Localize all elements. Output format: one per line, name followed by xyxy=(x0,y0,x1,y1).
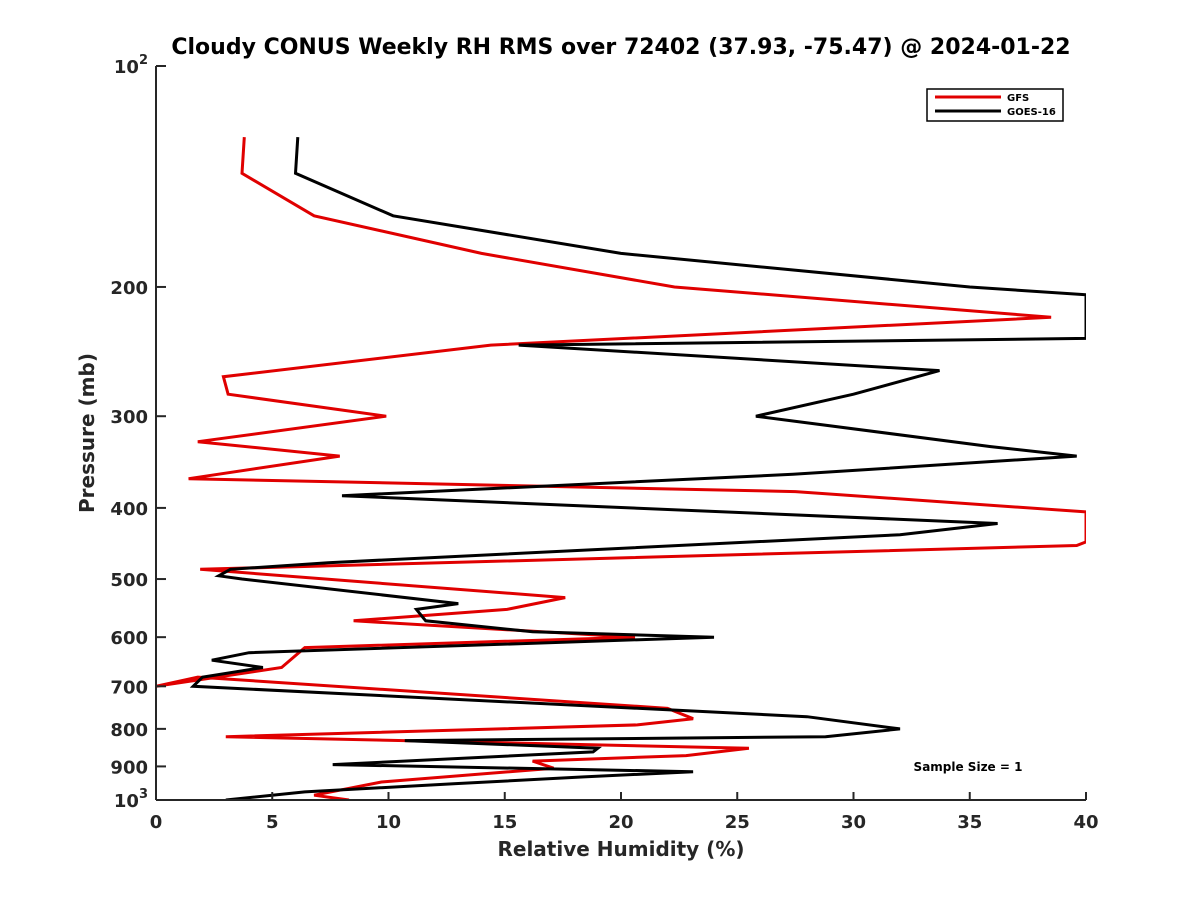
x-tick-label: 15 xyxy=(492,812,517,833)
y-tick-label: 900 xyxy=(110,757,148,778)
x-tick-label: 5 xyxy=(266,812,279,833)
x-tick-label: 40 xyxy=(1073,812,1098,833)
legend-box xyxy=(926,88,1064,122)
x-tick-label: 30 xyxy=(841,812,866,833)
y-axis-label-group: Pressure (mb) xyxy=(75,353,99,513)
x-tick-label: 20 xyxy=(608,812,633,833)
axes-layer: 0 5 10 15 20 25 30 35 40102200300400500600700800… xyxy=(110,53,1098,833)
series-line-gfs xyxy=(156,137,1086,800)
y-tick-base: 10 xyxy=(114,57,139,78)
x-tick-label: 25 xyxy=(725,812,750,833)
y-tick-label: 500 xyxy=(110,570,148,591)
y-tick-label: 200 xyxy=(110,278,148,299)
sample-size-annotation: Sample Size = 1 xyxy=(914,760,1023,774)
series-line-goes-16 xyxy=(189,137,1086,800)
y-tick-exponent: 2 xyxy=(139,53,148,68)
y-tick-exponent: 3 xyxy=(139,787,148,802)
y-tick-label: 600 xyxy=(110,628,148,649)
y-axis-label: Pressure (mb) xyxy=(75,353,99,513)
x-axis-label: Relative Humidity (%) xyxy=(497,837,744,861)
y-tick-label: 300 xyxy=(110,407,148,428)
x-tick-label: 0 xyxy=(150,812,163,833)
chart-title: Cloudy CONUS Weekly RH RMS over 72402 (3… xyxy=(171,35,1070,60)
legend: GFS GOES-16 xyxy=(926,88,1064,122)
legend-label: GOES-16 xyxy=(1007,107,1056,118)
series-layer xyxy=(156,137,1086,800)
y-tick-label: 102 xyxy=(114,53,148,78)
legend-label: GFS xyxy=(1007,93,1029,104)
y-tick-label: 103 xyxy=(114,787,148,812)
x-tick-label: 35 xyxy=(957,812,982,833)
x-tick-label: 10 xyxy=(376,812,401,833)
y-tick-label: 800 xyxy=(110,720,148,741)
y-tick-base: 10 xyxy=(114,791,139,812)
y-tick-label: 700 xyxy=(110,677,148,698)
y-tick-label: 400 xyxy=(110,499,148,520)
